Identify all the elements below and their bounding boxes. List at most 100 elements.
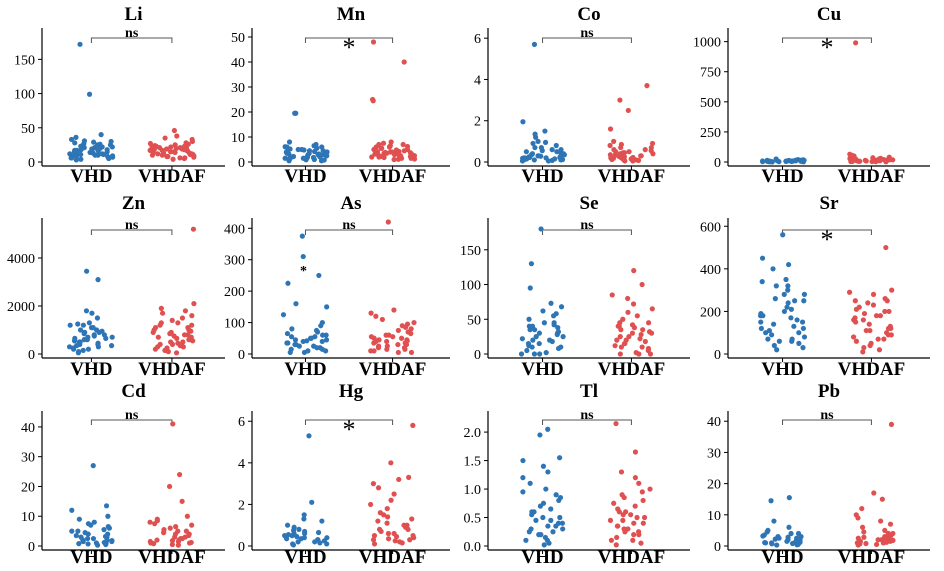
data-point-vhd	[310, 154, 317, 161]
significance-bracket	[90, 229, 173, 235]
data-point-vhd	[99, 144, 105, 150]
data-point-vhdaf	[411, 319, 417, 326]
y-tick-label: 0	[474, 156, 481, 171]
x-category-label: VHD	[70, 547, 112, 568]
data-point-vhd	[296, 526, 302, 532]
data-point-vhdaf	[168, 144, 174, 150]
data-point-vhd	[71, 346, 77, 352]
data-point-vhd	[557, 154, 563, 161]
data-point-vhdaf	[886, 308, 892, 315]
data-point-vhd	[77, 327, 84, 333]
data-point-vhd	[788, 315, 794, 321]
data-point-vhd	[555, 345, 562, 352]
data-point-vhdaf	[163, 146, 170, 152]
data-point-vhdaf	[185, 325, 191, 331]
data-point-vhdaf	[853, 40, 859, 46]
data-point-vhd	[75, 321, 81, 327]
data-point-vhd	[287, 349, 293, 356]
data-point-vhd	[783, 276, 789, 283]
data-point-vhdaf	[636, 480, 642, 486]
data-point-vhd	[549, 147, 555, 153]
data-point-vhd	[316, 272, 322, 279]
data-point-vhd	[91, 519, 97, 525]
data-point-vhdaf	[404, 338, 410, 344]
data-point-vhd	[80, 347, 86, 353]
data-point-vhd	[103, 540, 109, 546]
data-point-vhdaf	[615, 523, 621, 529]
data-point-vhd	[771, 342, 777, 349]
data-point-vhd	[108, 343, 115, 349]
data-point-vhdaf	[626, 149, 632, 155]
significance-label: *	[343, 415, 356, 444]
y-tick-label: 1000	[693, 36, 721, 51]
data-point-vhd	[67, 322, 73, 328]
data-point-vhdaf	[631, 532, 637, 538]
data-point-vhdaf	[167, 525, 173, 531]
data-point-vhdaf	[607, 517, 614, 523]
data-point-vhd	[557, 455, 563, 461]
panel-title: Hg	[339, 381, 364, 402]
data-point-vhd	[99, 151, 105, 157]
data-point-vhdaf	[648, 330, 655, 336]
data-point-vhdaf	[625, 295, 631, 302]
data-point-vhdaf	[861, 345, 867, 351]
data-point-vhd	[323, 337, 330, 343]
data-point-vhd	[550, 313, 557, 319]
data-point-vhd	[531, 509, 537, 515]
significance-label: *	[343, 33, 356, 62]
panel-title: Tl	[580, 381, 598, 402]
data-point-vhdaf	[636, 351, 642, 357]
significance-label: ns	[125, 218, 139, 233]
data-point-vhdaf	[618, 344, 624, 350]
data-point-vhd	[531, 157, 537, 163]
data-point-vhdaf	[189, 522, 195, 528]
data-point-vhdaf	[614, 534, 620, 541]
data-point-vhd	[537, 351, 543, 357]
data-point-vhdaf	[174, 335, 180, 341]
outlier-annotation: *	[300, 264, 307, 279]
data-point-vhdaf	[609, 292, 615, 298]
data-point-vhdaf	[381, 154, 387, 161]
y-tick-label: 2	[238, 498, 245, 513]
data-point-vhdaf	[649, 306, 655, 312]
data-point-vhd	[78, 151, 84, 158]
data-point-vhdaf	[873, 541, 880, 548]
data-point-vhdaf	[384, 343, 390, 349]
y-tick-label: 100	[460, 279, 481, 294]
data-point-vhdaf	[642, 147, 648, 153]
data-point-vhd	[300, 253, 306, 260]
data-point-vhdaf	[401, 522, 407, 528]
panel-title: Se	[580, 193, 599, 214]
data-point-vhd	[291, 530, 297, 537]
data-point-vhdaf	[160, 150, 167, 156]
significance-bracket	[542, 37, 632, 43]
data-point-vhdaf	[407, 537, 413, 543]
data-point-vhdaf	[611, 500, 617, 506]
data-point-vhdaf	[853, 338, 860, 344]
y-tick-label: 50	[21, 122, 35, 137]
data-point-vhdaf	[375, 345, 382, 351]
data-point-vhd	[103, 335, 109, 341]
data-point-vhd	[72, 147, 78, 153]
data-point-vhd	[781, 291, 787, 297]
data-point-vhdaf	[620, 316, 626, 322]
data-point-vhd	[322, 149, 328, 155]
x-category-label: VHD	[284, 547, 326, 568]
data-point-vhd	[307, 335, 314, 341]
data-point-vhd	[788, 306, 795, 312]
data-point-vhdaf	[175, 538, 182, 545]
y-tick-label: 0	[474, 348, 481, 363]
data-point-vhd	[95, 152, 101, 158]
data-point-vhdaf	[877, 313, 883, 319]
data-point-vhd	[528, 152, 535, 158]
data-point-vhd	[759, 255, 766, 261]
data-point-vhd	[800, 325, 806, 332]
data-point-vhdaf	[650, 151, 656, 157]
data-point-vhd	[78, 156, 84, 162]
data-point-vhd	[69, 528, 75, 534]
data-point-vhdaf	[190, 151, 196, 158]
data-point-vhd	[85, 531, 91, 537]
data-point-vhd	[519, 336, 525, 342]
data-point-vhdaf	[393, 534, 400, 540]
